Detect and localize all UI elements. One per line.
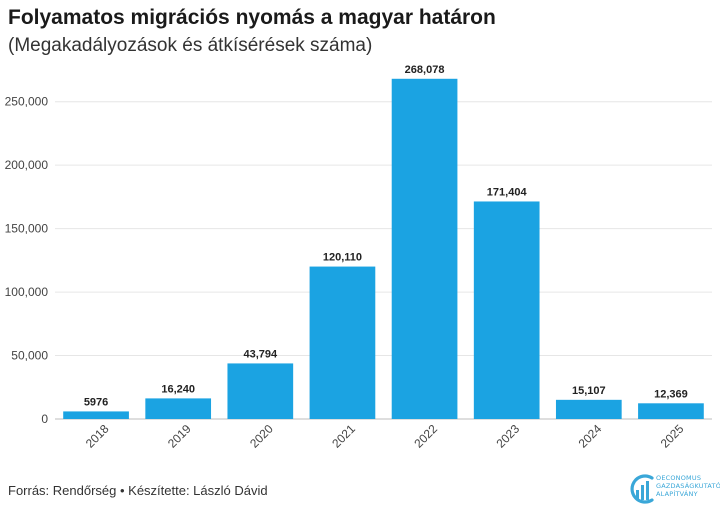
bar-2024 (555, 399, 622, 419)
grid-lines (55, 101, 712, 420)
y-axis-ticks: 0 50,000 100,000 150,000 200,000 250,000 (5, 95, 49, 426)
x-tick-label-2019: 2019 (165, 422, 194, 451)
y-tick-label: 0 (41, 412, 48, 426)
data-label-2020: 43,794 (243, 348, 278, 360)
bar-2023 (473, 201, 540, 419)
y-tick-label: 50,000 (11, 349, 48, 363)
y-tick-label: 200,000 (5, 158, 49, 172)
chart-subtitle: (Megakadályozások és átkísérések száma) (8, 35, 373, 56)
data-label-2021: 120,110 (323, 252, 362, 264)
chart-title: Folyamatos migrációs nyomás a magyar hat… (8, 6, 496, 29)
y-tick-label: 150,000 (5, 222, 49, 236)
x-tick-label-2018: 2018 (83, 422, 112, 451)
data-label-2019: 16,240 (161, 383, 195, 395)
x-tick-label-2022: 2022 (411, 422, 440, 451)
bar-2018 (63, 411, 129, 419)
logo-line-1: OECONOMUS (656, 474, 702, 482)
data-label-2024: 15,107 (572, 385, 606, 397)
bars (63, 78, 704, 420)
oeconomus-logo-icon (630, 474, 654, 504)
bar-2025 (638, 403, 704, 419)
y-tick-label: 250,000 (5, 95, 49, 109)
x-tick-label-2025: 2025 (658, 422, 687, 451)
x-tick-label-2021: 2021 (329, 422, 358, 451)
bar-2022 (391, 78, 458, 420)
bar-2021 (309, 266, 376, 419)
source-footer: Forrás: Rendőrség • Készítette: László D… (8, 483, 268, 498)
y-tick-label: 100,000 (5, 285, 49, 299)
data-label-2023: 171,404 (487, 186, 528, 198)
x-tick-label-2023: 2023 (493, 422, 522, 451)
data-label-2022: 268,078 (405, 64, 445, 76)
bar-2020 (227, 363, 294, 419)
data-labels: 5976 16,240 43,794 120,110 268,078 171,404 15,… (84, 64, 688, 409)
oeconomus-logo: OECONOMUS GAZDASÁGKUTATÓ ALAPÍTVÁNY (628, 464, 720, 516)
logo-text: OECONOMUS GAZDASÁGKUTATÓ ALAPÍTVÁNY (656, 474, 720, 498)
bar-2019 (145, 398, 212, 419)
logo-line-2: GAZDASÁGKUTATÓ (656, 482, 720, 490)
x-tick-label-2024: 2024 (576, 422, 605, 451)
logo-line-3: ALAPÍTVÁNY (656, 490, 698, 498)
data-label-2025: 12,369 (654, 388, 688, 400)
data-label-2018: 5976 (84, 396, 108, 408)
x-axis-ticks: 2018 2019 2020 2021 2022 2023 2024 2025 (83, 422, 687, 451)
x-tick-label-2020: 2020 (247, 422, 276, 451)
